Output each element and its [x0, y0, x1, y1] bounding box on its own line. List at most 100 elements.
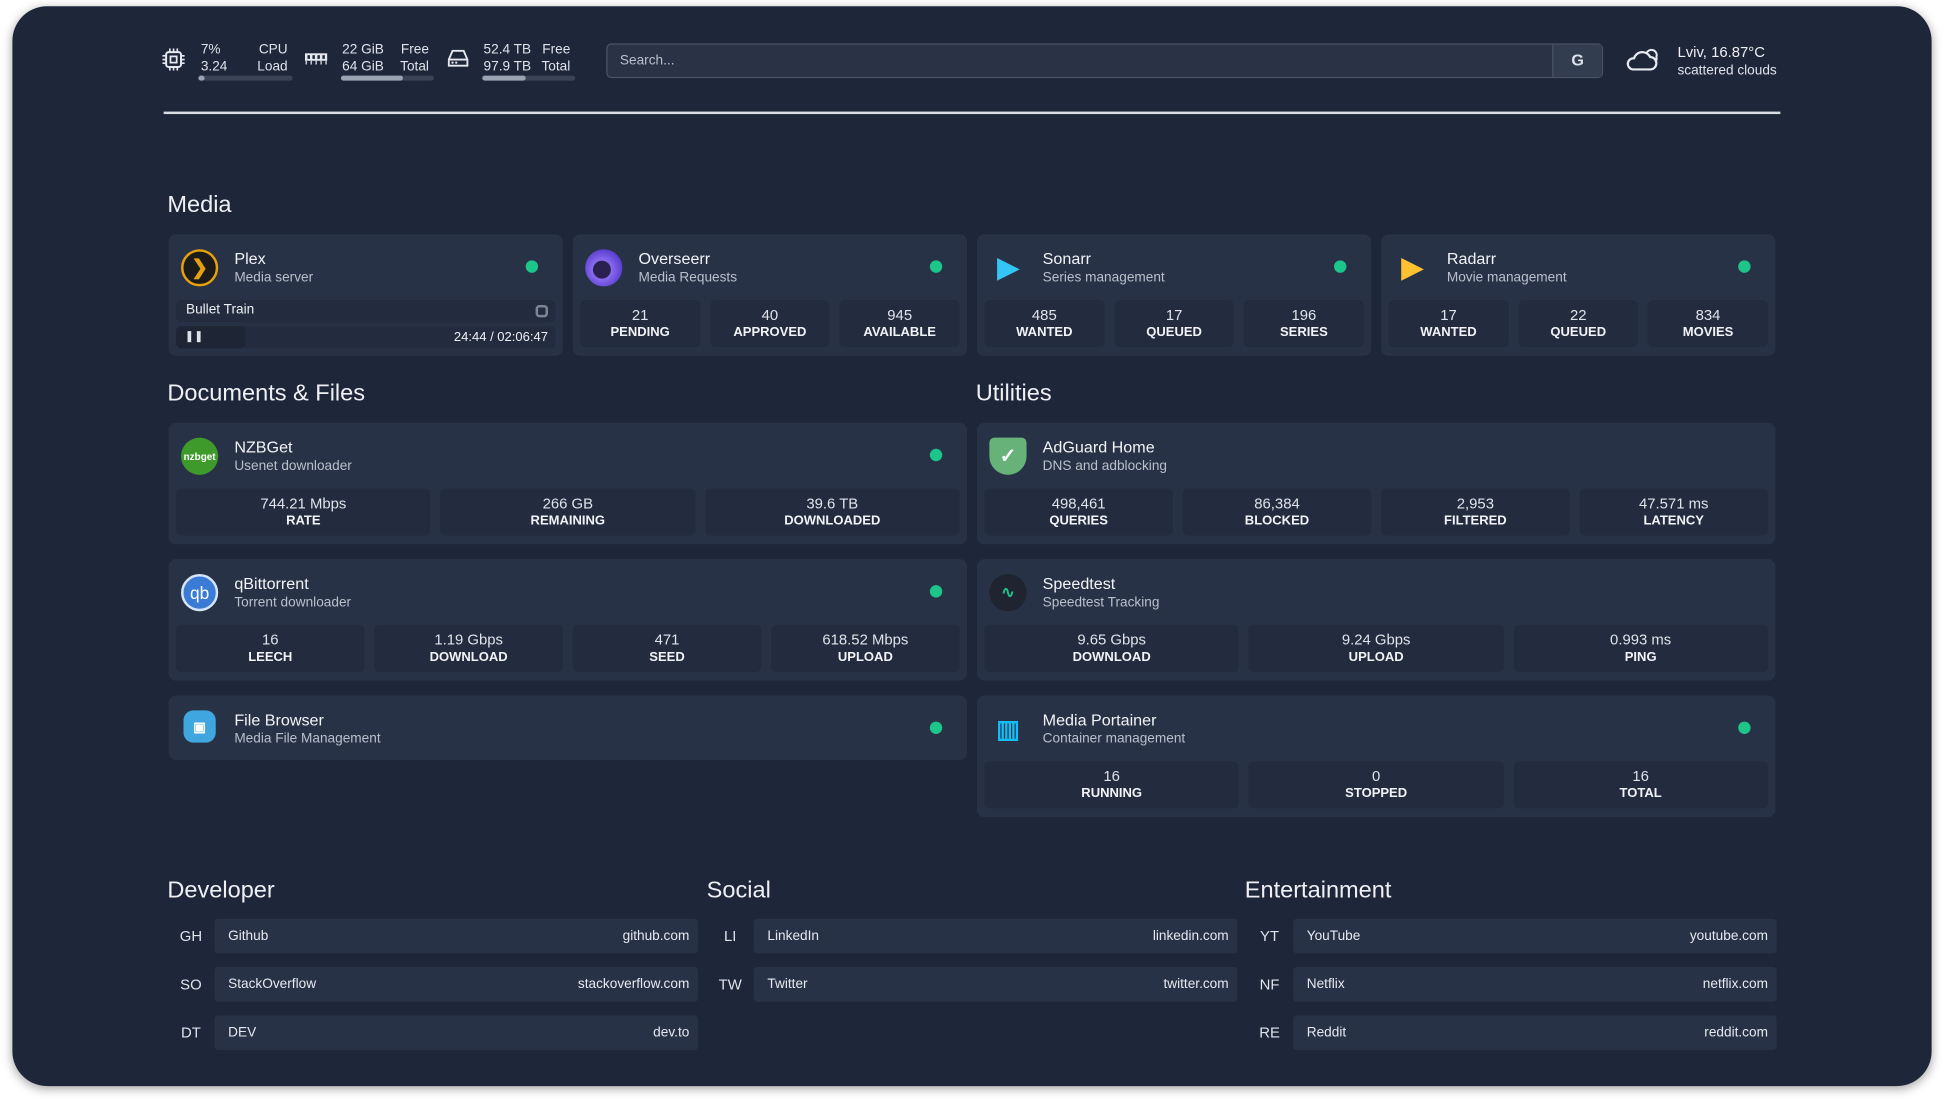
adguard-card[interactable]: ✓ AdGuard Home DNS and adblocking 498,461 QU…	[976, 422, 1776, 545]
bookmark-twitter[interactable]: TW Twitter twitter.com	[707, 967, 1238, 1002]
stat-queued: 17 QUEUED	[1114, 300, 1235, 348]
stat-rate: 744.21 Mbps RATE	[176, 488, 431, 536]
stat-downloaded: 39.6 TB DOWNLOADED	[705, 488, 960, 536]
service-name[interactable]: AdGuard Home	[1042, 437, 1155, 457]
bookmark-link[interactable]: Twitter twitter.com	[753, 967, 1238, 1002]
stat-label: WANTED	[1420, 324, 1477, 340]
qbittorrent-card[interactable]: qb qBittorrent Torrent downloader 16 LEECH 1.…	[168, 559, 968, 681]
bookmark-link[interactable]: StackOverflow stackoverflow.com	[214, 967, 699, 1002]
now-playing-title: Bullet Train	[185, 302, 255, 318]
stat-label: LEECH	[248, 649, 293, 665]
playback-time: 24:44 / 02:06:47	[453, 329, 548, 345]
stats-row: 17 WANTED 22 QUEUED 834 MOVIES	[1388, 300, 1768, 348]
service-name[interactable]: Media Portainer	[1042, 710, 1157, 730]
bookmark-name: LinkedIn	[767, 928, 820, 944]
bookmark-youtube[interactable]: YT YouTube youtube.com	[1246, 918, 1777, 954]
stat-value: 16	[1103, 767, 1120, 785]
stat-label: REMAINING	[530, 513, 606, 529]
bookmark-netflix[interactable]: NF Netflix netflix.com	[1246, 967, 1777, 1002]
status-indicator	[525, 260, 539, 273]
stat-value: 22	[1569, 306, 1587, 324]
cloud-icon	[1626, 48, 1658, 71]
service-name[interactable]: Radarr	[1446, 249, 1497, 268]
speedtest-card[interactable]: ∿ Speedtest Speedtest Tracking 9.65 Gbps DOW…	[976, 559, 1776, 681]
stream-settings-icon	[535, 304, 548, 318]
memory-bar	[340, 75, 434, 81]
search-input[interactable]	[607, 44, 1554, 77]
bookmark-link[interactable]: Github github.com	[214, 918, 699, 954]
stat-download: 1.19 Gbps DOWNLOAD	[374, 624, 563, 672]
stat-value: 1.19 Gbps	[434, 631, 503, 649]
bookmark-github[interactable]: GH Github github.com	[167, 918, 699, 954]
google-search-button[interactable]: G	[1552, 44, 1602, 77]
stats-row: 16 RUNNING 0 STOPPED 16 TOTAL	[984, 761, 1768, 809]
status-indicator	[1738, 260, 1751, 273]
filebrowser-card[interactable]: ▣ File Browser Media File Management	[168, 695, 968, 760]
plex-card[interactable]: ❯ Plex Media server Bullet Train ❚❚ 24:44 / 0…	[168, 234, 563, 356]
free-label: Free	[400, 42, 429, 58]
playback-bar: ❚❚ 24:44 / 02:06:47	[176, 326, 556, 349]
pause-button[interactable]: ❚❚	[176, 326, 246, 349]
section-heading-social: Social	[706, 877, 771, 904]
stats-row: 744.21 Mbps RATE 266 GB REMAINING 39.6 TB DOW…	[176, 488, 960, 536]
bookmark-reddit[interactable]: RE Reddit reddit.com	[1246, 1015, 1777, 1051]
now-playing[interactable]: Bullet Train	[176, 300, 556, 323]
qbittorrent-icon: qb	[181, 574, 219, 612]
service-description: Media File Management	[234, 731, 381, 747]
service-name[interactable]: Overseerr	[638, 249, 711, 268]
stats-row: 9.65 Gbps DOWNLOAD 9.24 Gbps UPLOAD 0.993 ms…	[984, 624, 1768, 672]
portainer-card[interactable]: ▥ Media Portainer Container management 16 RU…	[976, 695, 1776, 818]
disk-free: 52.4 TB	[483, 42, 532, 58]
stat-movies: 834 MOVIES	[1648, 300, 1768, 348]
stat-label: PENDING	[610, 324, 670, 340]
section-heading-documents: Documents & Files	[167, 380, 366, 407]
bookmark-abbreviation: LI	[724, 927, 737, 945]
service-name[interactable]: Sonarr	[1042, 249, 1092, 268]
bookmark-dev[interactable]: DT DEV dev.to	[167, 1015, 699, 1051]
service-name[interactable]: Plex	[234, 249, 266, 268]
service-description: Torrent downloader	[234, 595, 352, 610]
service-name[interactable]: qBittorrent	[234, 574, 309, 593]
filebrowser-icon: ▣	[183, 710, 216, 743]
bookmark-link[interactable]: YouTube youtube.com	[1293, 918, 1777, 954]
service-name[interactable]: File Browser	[234, 710, 324, 730]
bookmark-link[interactable]: Reddit reddit.com	[1293, 1015, 1777, 1051]
stat-label: WANTED	[1016, 324, 1073, 340]
service-name[interactable]: NZBGet	[234, 437, 293, 457]
bookmark-url: linkedin.com	[1152, 928, 1229, 944]
speedtest-icon: ∿	[989, 574, 1027, 612]
memory-values: 22 GiB 64 GiB	[342, 41, 384, 76]
bookmark-link[interactable]: LinkedIn linkedin.com	[753, 918, 1238, 954]
stat-label: DOWNLOADED	[784, 513, 881, 529]
bookmark-stackoverflow[interactable]: SO StackOverflow stackoverflow.com	[167, 967, 699, 1002]
stat-label: PING	[1624, 649, 1657, 665]
stat-label: MOVIES	[1682, 324, 1734, 340]
stat-label: LATENCY	[1643, 513, 1704, 529]
service-name[interactable]: Speedtest	[1042, 574, 1116, 593]
stat-filtered: 2,953 FILTERED	[1381, 488, 1570, 536]
stat-value: 0	[1372, 767, 1381, 785]
stat-value: 945	[887, 306, 913, 324]
bookmark-name: StackOverflow	[228, 976, 317, 992]
stats-row: 498,461 QUERIES 86,384 BLOCKED 2,953 FILTERED…	[984, 488, 1768, 536]
bookmark-link[interactable]: Netflix netflix.com	[1293, 967, 1777, 1002]
plex-icon: ❯	[181, 249, 219, 287]
bookmark-linkedin[interactable]: LI LinkedIn linkedin.com	[707, 918, 1238, 954]
disk-total: 97.9 TB	[483, 59, 532, 75]
stat-ping: 0.993 ms PING	[1513, 624, 1768, 672]
memory-total: 64 GiB	[342, 59, 384, 75]
bookmark-link[interactable]: DEV dev.to	[214, 1015, 699, 1051]
stat-label: QUERIES	[1049, 513, 1108, 529]
nzbget-card[interactable]: nzbget NZBGet Usenet downloader 744.21 Mbps…	[168, 422, 968, 545]
radarr-card[interactable]: ▶ Radarr Movie management 17 WANTED 22 QUEUED 8…	[1381, 234, 1776, 356]
stat-value: 39.6 TB	[806, 494, 859, 513]
stat-approved: 40 APPROVED	[709, 300, 830, 348]
sonarr-card[interactable]: ▶ Sonarr Series management 485 WANTED 17 QUEUE…	[976, 234, 1372, 356]
cpu-percent: 7%	[200, 42, 221, 58]
adguard-icon: ✓	[989, 437, 1027, 475]
stat-label: FILTERED	[1444, 513, 1507, 529]
bookmark-url: reddit.com	[1704, 1025, 1768, 1041]
sonarr-icon: ▶	[997, 251, 1019, 283]
stat-value: 744.21 Mbps	[260, 494, 347, 513]
overseerr-card[interactable]: Overseerr Media Requests 21 PENDING 40 APPROV…	[572, 234, 968, 356]
